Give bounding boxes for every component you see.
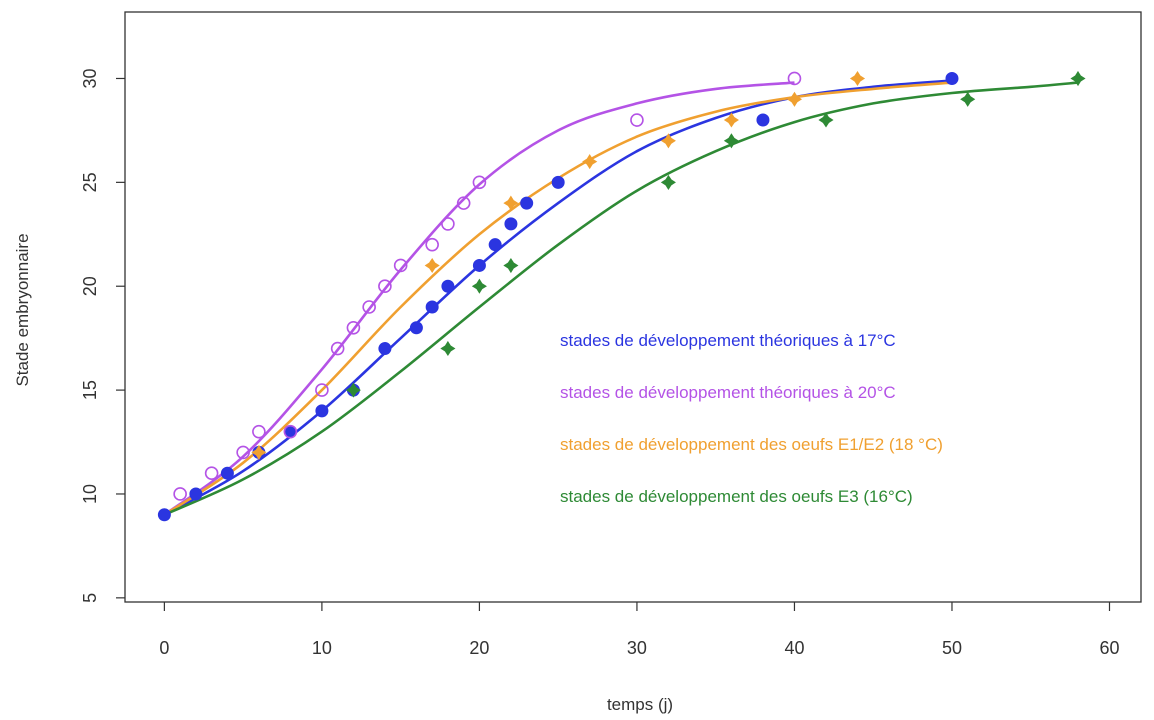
data-point-series-2	[252, 424, 266, 439]
data-points	[157, 70, 1086, 522]
data-point-series-2	[236, 445, 250, 460]
data-point-series-2	[173, 487, 187, 501]
data-point-series-3	[582, 154, 598, 170]
data-point-series-2	[425, 237, 439, 252]
data-point-series-3	[660, 133, 676, 149]
data-point-series-4	[818, 112, 834, 128]
legend-entry-2: stades de développement théoriques à 20°…	[560, 383, 896, 402]
data-point-series-4	[503, 257, 519, 274]
x-tick-label: 30	[627, 638, 647, 658]
x-tick-label: 0	[159, 638, 169, 658]
data-point-series-4	[960, 91, 976, 107]
data-point-series-4	[471, 278, 487, 294]
data-point-series-3	[424, 257, 440, 274]
x-tick-label: 10	[312, 638, 332, 658]
data-point-series-2	[787, 71, 802, 86]
data-point-series-2	[330, 341, 345, 356]
data-point-series-2	[472, 175, 487, 190]
data-point-series-1	[488, 238, 502, 252]
data-point-series-1	[220, 466, 234, 480]
legend-entry-3: stades de développement des oeufs E1/E2 …	[560, 435, 943, 454]
data-point-series-1	[315, 404, 329, 418]
data-point-series-4	[345, 382, 361, 398]
y-tick-label: 30	[80, 68, 100, 88]
data-point-series-3	[849, 70, 866, 87]
data-point-series-4	[660, 174, 676, 190]
data-point-series-3	[786, 91, 803, 107]
data-point-series-3	[251, 444, 267, 460]
legend-entry-4: stades de développement des oeufs E3 (16…	[560, 487, 913, 506]
data-point-series-2	[346, 320, 361, 335]
x-tick-label: 50	[942, 638, 962, 658]
x-tick-label: 60	[1099, 638, 1119, 658]
data-point-series-2	[456, 196, 471, 210]
data-point-series-2	[362, 300, 376, 314]
data-point-series-1	[756, 113, 770, 127]
data-point-series-4	[440, 340, 456, 357]
data-point-series-2	[393, 258, 408, 273]
data-point-series-1	[551, 175, 565, 189]
data-point-series-1	[189, 487, 203, 501]
data-point-series-1	[441, 279, 455, 293]
data-point-series-2	[441, 217, 455, 231]
data-point-series-1	[409, 321, 423, 335]
y-tick-label: 10	[80, 484, 100, 504]
y-tick-label: 15	[80, 380, 100, 400]
data-point-series-1	[472, 258, 486, 272]
fit-curve-series-4	[163, 81, 1079, 516]
data-point-series-4	[723, 133, 739, 149]
y-tick-label: 5	[80, 593, 100, 603]
x-tick-label: 20	[469, 638, 489, 658]
data-point-series-2	[378, 279, 392, 294]
x-axis-label: temps (j)	[607, 695, 673, 714]
fit-curve-series-3	[163, 81, 953, 516]
axes: 0 10 20 30 40 50 60 5 10 15 20 25 30	[80, 11, 1142, 658]
y-tick-label: 25	[80, 172, 100, 192]
data-point-series-1	[425, 300, 439, 314]
plot-frame	[124, 11, 1142, 603]
data-point-series-2	[283, 424, 298, 439]
data-point-series-1	[520, 196, 534, 210]
data-point-series-4	[1070, 70, 1086, 87]
data-point-series-1	[945, 71, 959, 85]
legend: stades de développement théoriques à 17°…	[560, 331, 943, 506]
y-tick-label: 20	[80, 276, 100, 296]
data-point-series-2	[315, 383, 329, 397]
data-point-series-3	[503, 195, 519, 211]
data-point-series-3	[723, 112, 739, 128]
data-point-series-1	[157, 508, 171, 522]
data-point-series-2	[630, 113, 644, 127]
data-point-series-1	[504, 217, 518, 231]
data-point-series-2	[204, 466, 219, 480]
legend-entry-1: stades de développement théoriques à 17°…	[560, 331, 896, 350]
x-tick-label: 40	[784, 638, 804, 658]
y-axis-label: Stade embryonnaire	[13, 233, 32, 386]
data-point-series-1	[378, 342, 392, 356]
